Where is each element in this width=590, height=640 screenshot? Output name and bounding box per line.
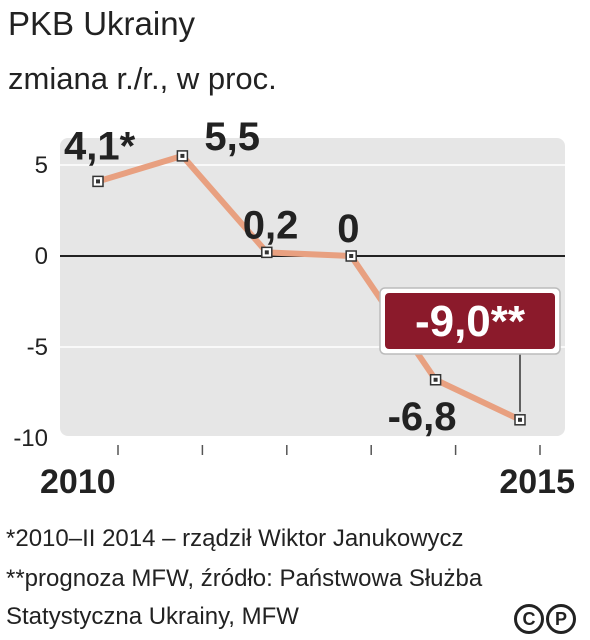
data-label: -6,8	[388, 395, 457, 439]
series-line	[92, 150, 526, 426]
series-polyline	[95, 152, 523, 423]
data-label: 5,5	[204, 120, 260, 159]
data-point-center	[518, 417, 522, 422]
y-tick-label: -10	[13, 425, 48, 452]
y-tick-label: 5	[35, 152, 48, 179]
grid-lines	[60, 164, 565, 439]
data-label: 4,1*	[64, 124, 136, 168]
plot-background	[60, 138, 565, 436]
footnote-3: Statystyczna Ukrainy, MFW	[6, 603, 299, 630]
data-point-center	[96, 179, 100, 184]
copyright-c-icon: C	[514, 604, 544, 634]
chart-subtitle: zmiana r./r., w proc.	[8, 61, 277, 96]
footnote-1: *2010–II 2014 – rządził Wiktor Janukowyc…	[6, 525, 464, 552]
data-labels: 4,1* 5,5 0,2 0 -6,8	[64, 120, 457, 439]
data-label: 0	[337, 207, 359, 251]
y-tick-label: -5	[27, 334, 48, 361]
chart-title: PKB Ukrainy	[8, 5, 196, 42]
x-tick-label: 2010	[40, 463, 116, 501]
data-point-center	[180, 153, 185, 158]
footnote-2: **prognoza MFW, źródło: Państwowa Służba	[6, 565, 483, 592]
x-axis: 2010 2015	[40, 445, 575, 501]
highlight-label: -9,0**	[415, 297, 526, 346]
copyright-p-icon: P	[546, 604, 576, 634]
x-tick-label: 2015	[499, 463, 575, 501]
copyright-logo: C P	[514, 604, 576, 634]
callout-box	[385, 293, 555, 349]
data-point-center	[349, 254, 354, 258]
data-point-center	[433, 377, 438, 382]
data-label: 0,2	[243, 203, 299, 247]
y-tick-label: 0	[35, 243, 48, 270]
highlight-callout: -9,0**	[379, 287, 561, 412]
y-axis-ticks: 5 0 -5 -10	[13, 152, 48, 452]
line-chart: 5 0 -5 -10 2010 2015 4,1* 5,5 0,2 0 -6,8 -9,0**	[13, 120, 575, 501]
data-point-center	[264, 250, 269, 255]
